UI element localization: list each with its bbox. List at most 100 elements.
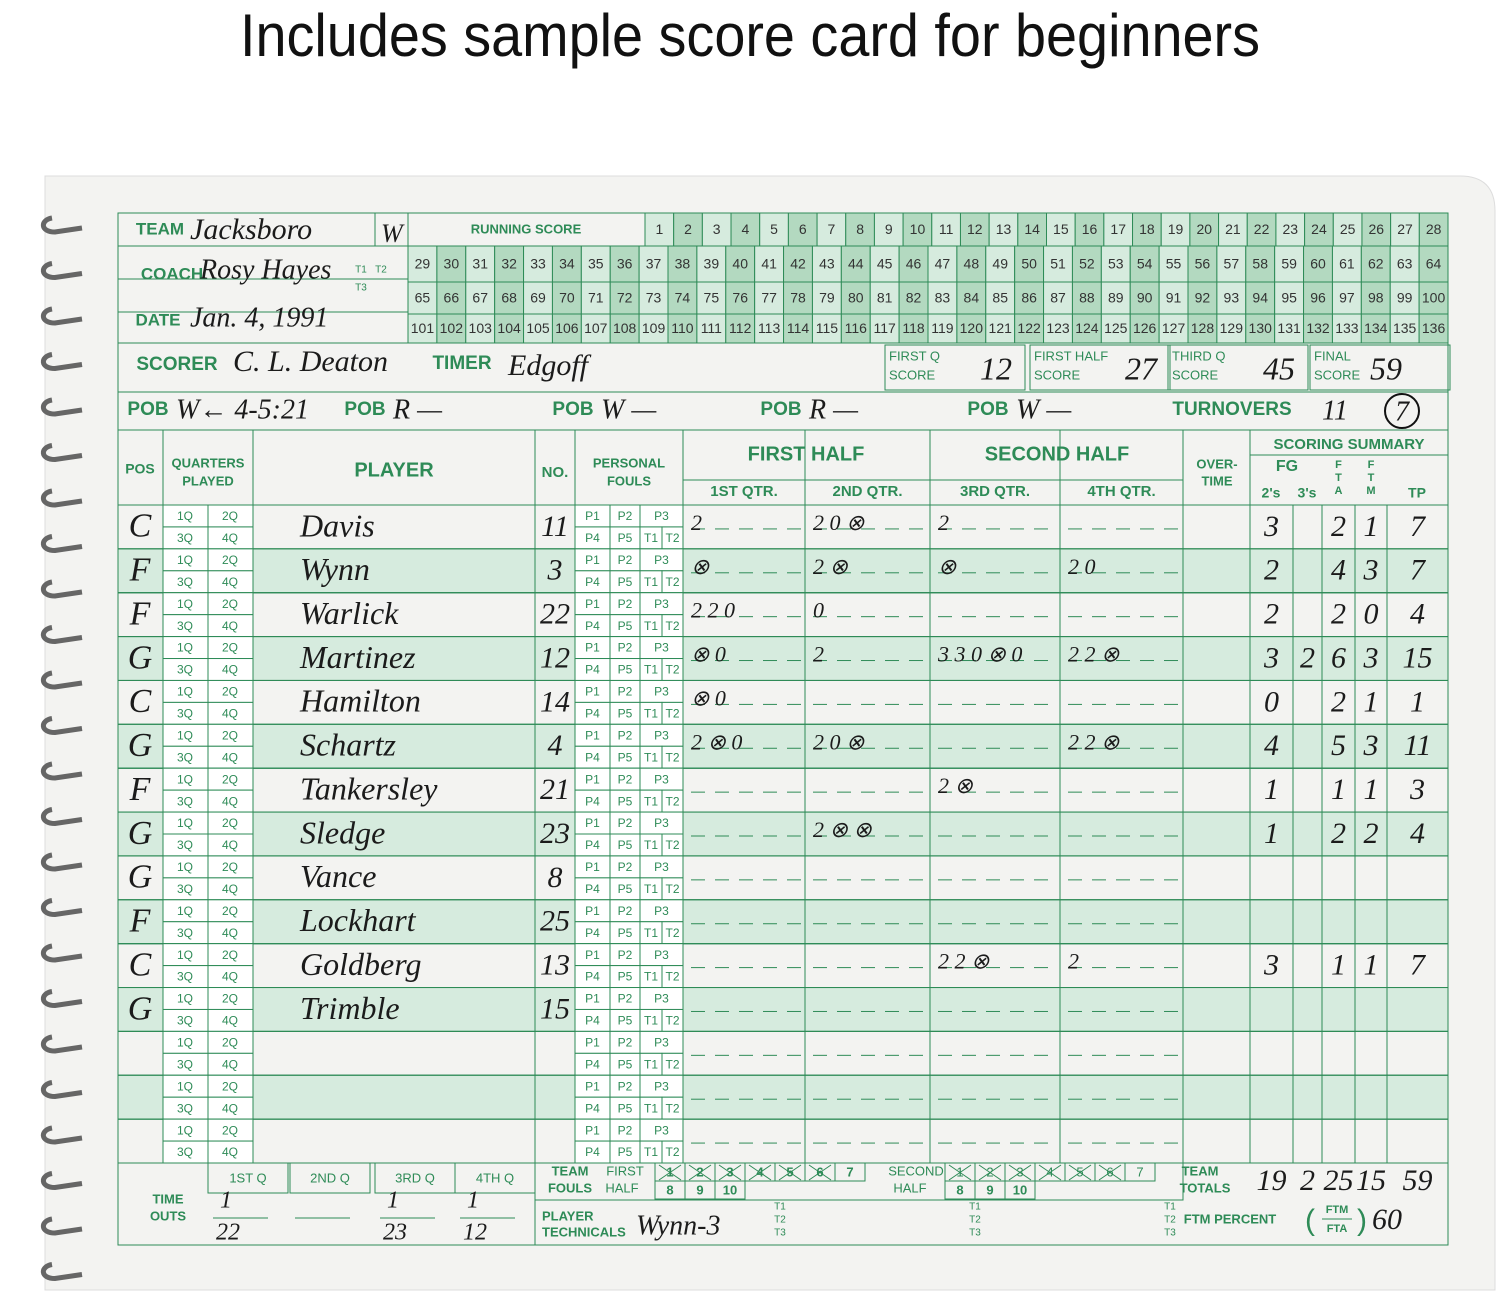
label: QUARTERS	[172, 455, 245, 470]
quarter-score-box	[1167, 344, 1309, 391]
label: T1	[644, 970, 658, 984]
handwriting: 4	[1410, 817, 1425, 850]
label: 49	[992, 256, 1008, 272]
label: 129	[1220, 320, 1244, 336]
label: 43	[819, 256, 835, 272]
label: HALF	[893, 1180, 926, 1195]
label: 25	[1340, 221, 1356, 237]
quarter-score-box	[1309, 344, 1451, 391]
label: 69	[530, 290, 546, 306]
score-cell	[787, 212, 818, 247]
label: 3RD QTR.	[960, 483, 1030, 500]
spiral-ring	[40, 488, 83, 508]
label: P3	[654, 772, 669, 786]
handwriting: Rosy Hayes	[199, 254, 332, 285]
label: 31	[472, 256, 488, 272]
label: 84	[964, 290, 980, 306]
label: P1	[585, 992, 600, 1006]
label: 73	[646, 290, 662, 306]
label: T	[1335, 472, 1342, 484]
handwriting: Edgoff	[507, 349, 592, 382]
label: 30	[444, 256, 460, 272]
handwriting: 1	[1410, 685, 1425, 718]
label: 123	[1046, 320, 1070, 336]
handwriting: 2	[1331, 817, 1346, 850]
label: P3	[654, 553, 669, 567]
label: 74	[675, 290, 691, 306]
handwriting: 2 ⊗	[813, 554, 849, 579]
handwriting: W —	[601, 394, 657, 425]
label: 3Q	[177, 750, 193, 764]
label: F	[1335, 459, 1342, 471]
label: P5	[618, 575, 633, 589]
label: HALF	[605, 1180, 638, 1195]
label: 96	[1310, 290, 1326, 306]
label: P5	[618, 663, 633, 677]
label: 127	[1162, 320, 1186, 336]
label: 2Q	[222, 772, 238, 786]
handwriting: G	[128, 859, 153, 896]
score-cell	[638, 245, 669, 283]
score-cell	[1418, 281, 1449, 315]
handwriting: 2	[1068, 949, 1079, 974]
spiral-ring	[40, 215, 83, 235]
cell	[289, 1162, 371, 1194]
handwriting: 25	[540, 905, 570, 938]
handwriting: G	[128, 990, 153, 1027]
rule	[688, 1164, 712, 1181]
handwriting: 2 ⊗ ⊗	[813, 817, 872, 842]
handwriting: Warlick	[300, 595, 399, 631]
label: 3Q	[177, 1145, 193, 1159]
turnover-circle	[1384, 393, 1420, 429]
label: 55	[1166, 256, 1182, 272]
label: 97	[1339, 290, 1355, 306]
label: 83	[935, 290, 951, 306]
handwriting: 2	[1364, 817, 1379, 850]
rule	[1008, 1164, 1032, 1181]
label: 101	[411, 320, 435, 336]
label: P2	[618, 728, 633, 742]
label: 50	[1021, 256, 1037, 272]
label: 35	[588, 256, 604, 272]
label: TIME	[152, 1191, 183, 1206]
label: 1Q	[177, 904, 193, 918]
handwriting: G	[128, 815, 153, 852]
score-cell	[754, 313, 785, 344]
label: 1Q	[177, 1123, 193, 1137]
rule	[948, 1164, 972, 1181]
score-cell	[523, 281, 553, 315]
handwriting: 2	[813, 642, 824, 667]
handwriting: Martinez	[299, 639, 416, 675]
label: 1Q	[177, 509, 193, 523]
label: T2	[969, 1215, 981, 1226]
label: 2	[684, 221, 692, 237]
label: T2	[665, 794, 679, 808]
label: THIRD Q	[1172, 348, 1225, 363]
score-cell	[1071, 313, 1102, 344]
foul-number-cell	[834, 1162, 866, 1182]
score-cell	[609, 313, 640, 344]
handwriting: 1	[1264, 773, 1279, 806]
rule	[1098, 1164, 1122, 1181]
foul-number-cell	[1124, 1162, 1156, 1182]
handwriting: Jacksboro	[190, 213, 312, 246]
label: P4	[585, 750, 600, 764]
label: 28	[1426, 221, 1442, 237]
label: TIMER	[432, 353, 491, 374]
label: 8	[856, 221, 864, 237]
label: A	[1335, 485, 1343, 497]
label: 1	[655, 221, 663, 237]
label: P4	[585, 619, 600, 633]
label: 10	[723, 1182, 737, 1197]
label: 90	[1137, 290, 1153, 306]
score-cell	[494, 313, 525, 344]
label: 130	[1249, 320, 1273, 336]
label: P2	[618, 1036, 633, 1050]
score-cell	[436, 313, 467, 344]
label: 3's	[1298, 485, 1317, 501]
label: 4Q	[222, 926, 238, 940]
score-cell	[869, 281, 900, 315]
label: 1Q	[177, 728, 193, 742]
label: 57	[1224, 256, 1240, 272]
score-cell	[1418, 212, 1449, 247]
